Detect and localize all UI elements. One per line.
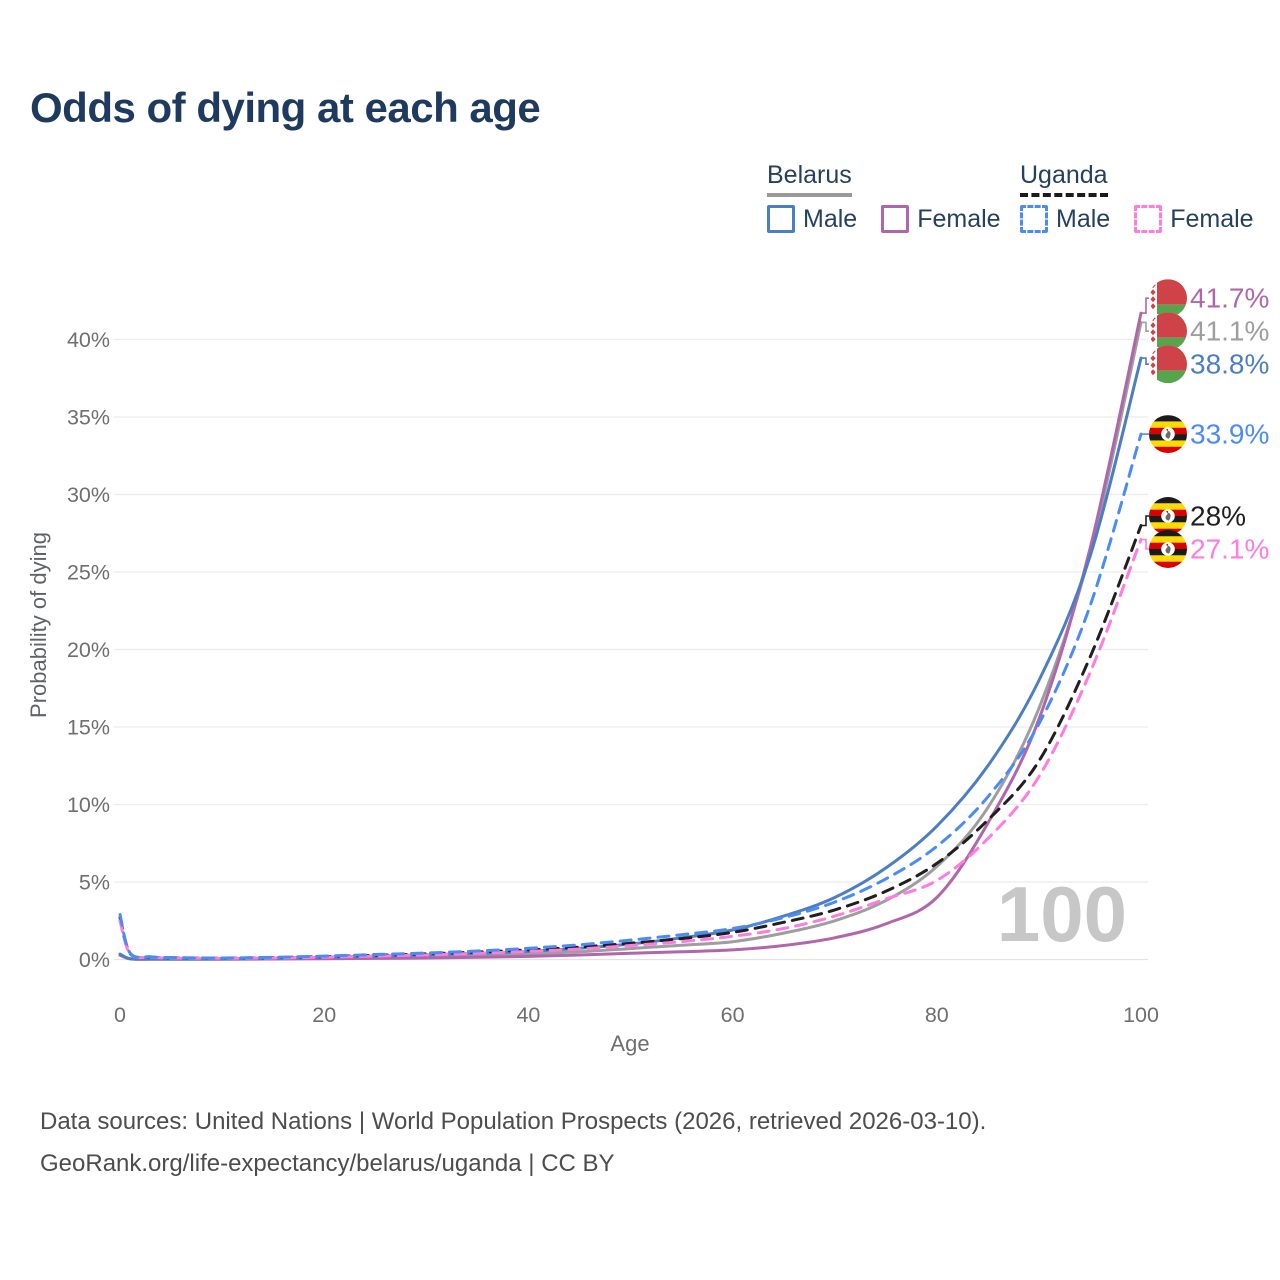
page-title: Odds of dying at each age <box>30 84 541 131</box>
y-tick-label-0: 0% <box>79 948 110 972</box>
legend-group-uganda: Uganda Male Female <box>1020 161 1254 234</box>
end-label-leader-uganda-female <box>1142 538 1150 550</box>
end-label-value-belarus-male: 38.8% <box>1190 349 1269 380</box>
y-tick-label-15: 15% <box>67 716 110 740</box>
legend-item-belarus-female[interactable]: Female <box>881 204 1001 234</box>
y-tick-label-40: 40% <box>67 328 110 352</box>
end-label-leader-belarus-female <box>1142 297 1150 314</box>
legend-item-uganda-male[interactable]: Male <box>1020 205 1110 234</box>
belarus-flag-icon <box>1149 279 1187 317</box>
watermark-age-100: 100 <box>997 870 1127 958</box>
footer: Data sources: United Nations | World Pop… <box>40 1101 986 1185</box>
end-label-leader-belarus-combined <box>1142 321 1150 333</box>
end-label-value-uganda-female: 27.1% <box>1190 533 1269 564</box>
y-tick-label-10: 10% <box>67 793 110 817</box>
legend-row-uganda: Male Female <box>1020 205 1254 234</box>
x-tick-label-20: 20 <box>312 1003 336 1027</box>
y-tick-label-35: 35% <box>67 406 110 430</box>
legend-row-belarus: Male Female <box>767 205 1001 234</box>
x-tick-label-40: 40 <box>516 1003 540 1027</box>
legend-label-belarus-female: Female <box>917 204 1001 233</box>
series-line-belarus-female <box>118 311 1143 961</box>
series-line-belarus-male <box>118 356 1143 961</box>
footer-attribution: GeoRank.org/life-expectancy/belarus/ugan… <box>40 1150 615 1178</box>
end-label-value-belarus-combined: 41.1% <box>1190 316 1269 347</box>
legend-item-uganda-female[interactable]: Female <box>1134 204 1254 234</box>
uganda-flag-icon <box>1149 415 1187 453</box>
y-tick-label-25: 25% <box>67 561 110 585</box>
belarus-flag-icon <box>1149 312 1187 350</box>
x-tick-label-80: 80 <box>925 1003 949 1027</box>
uganda-flag-icon <box>1149 530 1187 568</box>
legend-country-uganda: Uganda <box>1020 161 1108 197</box>
belarus-flag-icon <box>1149 345 1187 383</box>
end-label-value-uganda-male: 33.9% <box>1190 419 1269 450</box>
y-tick-label-5: 5% <box>79 871 110 895</box>
legend-swatch-belarus-female <box>881 205 910 234</box>
footer-datasource: Data sources: United Nations | World Pop… <box>40 1108 987 1135</box>
legend-label-belarus-male: Male <box>803 204 858 233</box>
series-line-uganda-female <box>118 538 1143 960</box>
y-tick-label-20: 20% <box>67 638 110 662</box>
end-label-leader-uganda-combined <box>1142 515 1150 527</box>
series-line-belarus-combined <box>118 320 1143 961</box>
legend-swatch-belarus-male <box>767 205 795 234</box>
legend-swatch-uganda-female <box>1134 205 1163 234</box>
end-label-value-belarus-female: 41.7% <box>1190 283 1269 314</box>
legend-country-belarus: Belarus <box>767 161 852 197</box>
x-tick-label-100: 100 <box>1123 1003 1159 1027</box>
x-tick-label-60: 60 <box>721 1003 745 1027</box>
x-axis-title: Age <box>610 1031 649 1056</box>
legend-label-uganda-male: Male <box>1056 204 1111 233</box>
uganda-flag-icon <box>1149 497 1187 535</box>
legend-group-belarus: Belarus Male Female <box>767 161 1001 234</box>
y-axis-title: Probability of dying <box>26 532 51 718</box>
end-label-value-uganda-combined: 28% <box>1190 500 1246 531</box>
y-tick-label-30: 30% <box>67 483 110 507</box>
series-line-uganda-combined <box>118 524 1143 960</box>
end-label-leader-belarus-male <box>1142 357 1150 366</box>
series-line-uganda-male <box>118 432 1143 960</box>
legend-item-belarus-male[interactable]: Male <box>767 205 857 234</box>
x-tick-label-0: 0 <box>114 1003 126 1027</box>
legend-label-uganda-female: Female <box>1170 204 1254 233</box>
legend-swatch-uganda-male <box>1020 205 1048 234</box>
